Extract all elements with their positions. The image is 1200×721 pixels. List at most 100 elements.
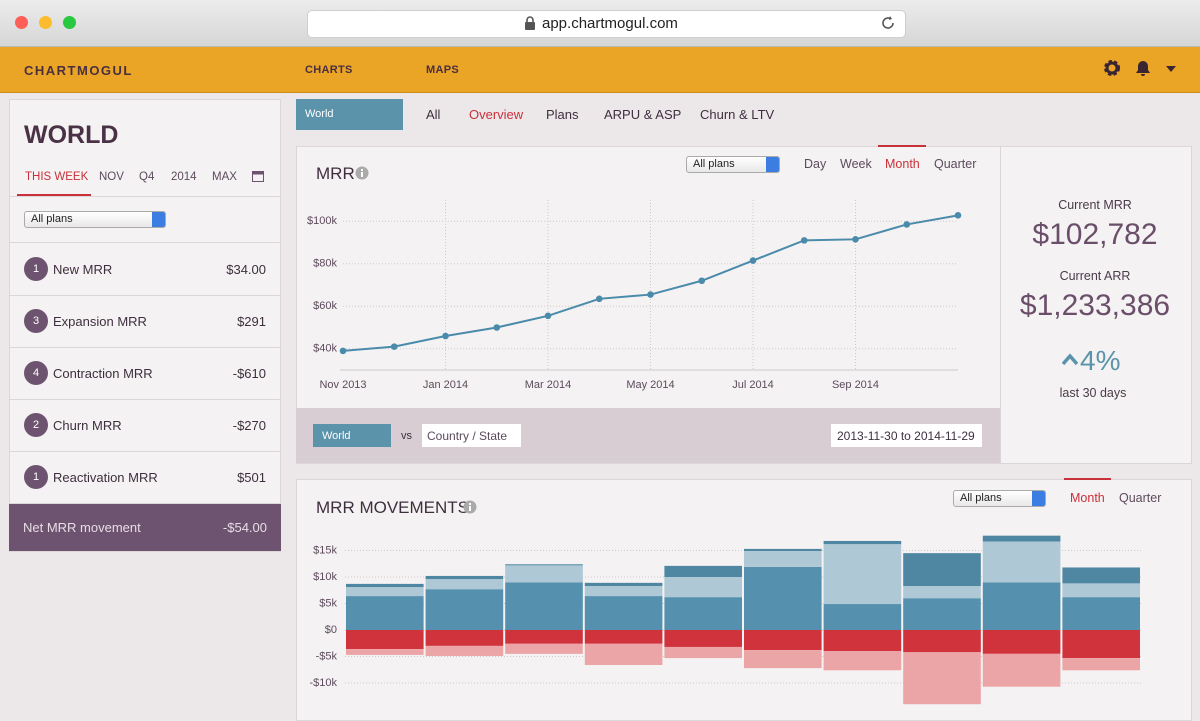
data-point [339,347,347,355]
y-tick-label: $0 [325,624,337,636]
bar-segment [982,653,1061,687]
compare-right[interactable]: Country / State [422,424,521,447]
bar-segment [903,586,981,599]
data-point [442,332,449,340]
bar-segment [823,540,902,545]
zoom-button[interactable] [63,16,76,29]
data-point [595,295,603,303]
vs-label: vs [401,430,412,442]
bar-segment [823,651,902,671]
movement-row[interactable]: 4 Contraction MRR -$610 [10,347,280,400]
row-label: Expansion MRR [53,314,147,329]
bar-segment [584,643,663,665]
tab[interactable]: All [426,107,441,122]
data-point [493,324,501,331]
tab[interactable]: Overview [469,107,524,122]
region-label: World [305,108,334,120]
count-badge: 4 [24,361,48,385]
bar-segment [505,565,583,583]
minimize-button[interactable] [39,16,52,29]
active-overline [878,145,926,147]
logo[interactable]: CHARTMOGUL [24,63,133,78]
plan-select[interactable]: All plans [24,211,166,228]
interval-option[interactable]: Quarter [934,157,977,171]
y-tick-label: $60k [313,300,337,312]
row-label: Reactivation MRR [53,470,158,485]
bar-segment [1062,597,1140,630]
bar-segment [346,583,424,588]
bar-segment [744,630,822,651]
compare-left-label: World [322,430,351,442]
close-button[interactable] [15,16,28,29]
bar-segment [1062,567,1140,584]
bar-segment [584,630,663,644]
net-label: Net MRR movement [23,520,141,535]
movements-chart: $15k $10k $5k $0 -$5k -$10k [309,535,1141,705]
data-point [749,257,757,264]
count-badge: 3 [24,309,48,333]
y-tick-label: $15k [313,544,337,556]
bar-segment [425,589,504,630]
bar-segment [744,551,822,567]
tab[interactable]: Churn & LTV [700,107,775,122]
bar-segment [664,577,742,598]
interval-option[interactable]: Month [885,157,920,171]
settings-icon[interactable] [1104,60,1120,76]
date-range[interactable]: 2013-11-30 to 2014-11-29 [831,424,982,447]
x-tick-label: Jul 2014 [732,379,774,391]
movement-row[interactable]: 3 Expansion MRR $291 [10,295,280,348]
data-point [390,343,398,350]
change-label: last 30 days [1059,386,1127,400]
reload-icon[interactable] [879,14,897,32]
data-point [954,212,962,219]
info-icon[interactable] [463,500,477,514]
bar-segment [346,587,424,597]
nav-item[interactable]: CHARTS [305,64,353,76]
info-icon[interactable] [355,166,369,180]
bar-segment [664,597,742,630]
plan-select[interactable]: All plans [953,490,1046,507]
interval-option[interactable]: Month [1070,491,1105,505]
row-label: Contraction MRR [53,366,153,381]
bar-segment [982,541,1061,583]
nav-icons [1104,60,1176,76]
movement-row[interactable]: 2 Churn MRR -$270 [10,399,280,452]
row-label: Churn MRR [53,418,122,433]
menu-caret[interactable] [1166,66,1176,72]
data-point [852,236,859,243]
y-tick-label: $100k [307,215,337,227]
period-option[interactable]: NOV [99,171,124,183]
interval-option[interactable]: Day [804,157,827,171]
plan-select[interactable]: All plans [686,156,780,173]
mrr-value: $102,782 [1032,218,1158,251]
bar-segment [425,630,504,646]
period-option[interactable]: THIS WEEK [25,171,89,183]
bar-segment [346,596,424,630]
y-tick-label: $40k [313,343,337,355]
interval-option[interactable]: Week [840,157,872,171]
address-bar[interactable] [307,10,906,38]
y-tick-label: -$10k [309,677,337,689]
movement-row[interactable]: 1 New MRR $34.00 [10,243,280,296]
row-value: $291 [237,314,266,329]
y-tick-label: $10k [313,571,337,583]
calendar-icon[interactable] [252,170,264,182]
data-point [647,291,654,298]
tab[interactable]: Plans [546,107,579,122]
bar-segment [744,548,822,552]
movement-row[interactable]: 1 Reactivation MRR $501 [10,451,280,504]
compare-left[interactable]: World [313,424,391,447]
bell-icon[interactable] [1136,61,1150,76]
tab[interactable]: ARPU & ASP [604,107,682,122]
x-tick-label: Nov 2013 [319,379,366,391]
interval-option[interactable]: Quarter [1119,491,1162,505]
period-option[interactable]: Q4 [139,171,155,183]
compare-right-label: Country / State [427,429,508,443]
top-nav [0,47,1200,93]
bar-segment [346,630,424,650]
period-option[interactable]: MAX [212,171,237,183]
region-selected[interactable]: World [296,99,403,130]
nav-item[interactable]: MAPS [426,64,459,76]
period-option[interactable]: 2014 [171,171,197,183]
bar-segment [1062,658,1140,671]
